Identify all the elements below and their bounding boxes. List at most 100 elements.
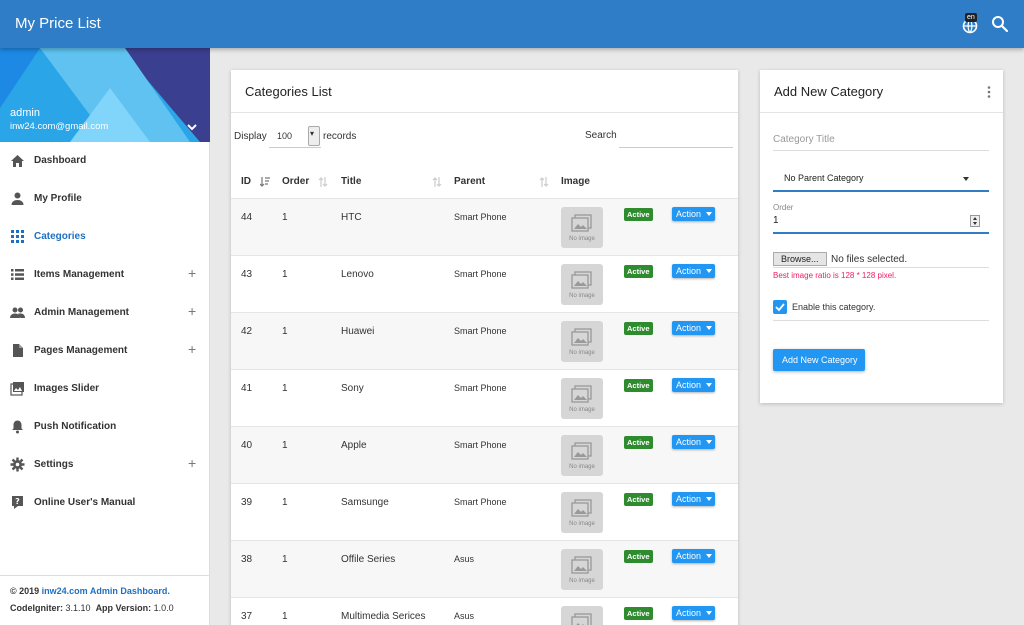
action-dropdown-button[interactable]: Action xyxy=(672,435,715,449)
image-placeholder-icon xyxy=(571,499,592,517)
action-dropdown-button[interactable]: Action xyxy=(672,378,715,392)
records-per-page-value: 100 xyxy=(277,131,293,141)
action-label: Action xyxy=(676,380,702,390)
more-options-icon[interactable] xyxy=(987,85,991,99)
action-dropdown-button[interactable]: Action xyxy=(672,264,715,278)
expand-icon[interactable]: + xyxy=(188,265,197,281)
cell-order: 1 xyxy=(282,326,288,337)
caret-down-icon xyxy=(706,269,712,273)
status-badge: Active xyxy=(624,208,653,221)
app-title: My Price List xyxy=(15,15,101,32)
image-placeholder-icon xyxy=(571,613,592,625)
caret-down-icon xyxy=(706,497,712,501)
home-icon xyxy=(11,155,24,167)
action-label: Action xyxy=(676,494,702,504)
status-badge: Active xyxy=(624,550,653,563)
cell-order: 1 xyxy=(282,269,288,280)
codeigniter-label: CodeIgniter: xyxy=(10,603,63,613)
expand-icon[interactable]: + xyxy=(188,303,197,319)
sidebar-item-images-slider[interactable]: Images Slider xyxy=(0,370,210,408)
column-header-parent[interactable]: Parent xyxy=(454,176,486,187)
search-input[interactable] xyxy=(619,125,733,148)
action-dropdown-button[interactable]: Action xyxy=(672,606,715,620)
card-header: Add New Category xyxy=(760,70,1003,113)
no-image-text: No image xyxy=(569,464,595,470)
action-dropdown-button[interactable]: Action xyxy=(672,207,715,221)
parent-category-value: No Parent Category xyxy=(784,173,864,183)
action-label: Action xyxy=(676,323,702,333)
cell-order: 1 xyxy=(282,440,288,451)
sidebar-item-items-management[interactable]: Items Management + xyxy=(0,256,210,294)
browse-button[interactable]: Browse... xyxy=(773,252,827,266)
no-image-text: No image xyxy=(569,293,595,299)
image-placeholder-icon xyxy=(571,328,592,346)
top-app-bar: My Price List en xyxy=(0,0,1024,48)
image-ratio-hint: Best image ratio is 128 * 128 pixel. xyxy=(773,271,897,280)
sort-icon[interactable] xyxy=(318,176,328,188)
action-dropdown-button[interactable]: Action xyxy=(672,321,715,335)
codeigniter-version: 3.1.10 xyxy=(65,603,91,613)
category-title-placeholder: Category Title xyxy=(773,134,835,145)
image-placeholder-icon xyxy=(571,385,592,403)
cell-id: 41 xyxy=(241,383,253,394)
action-dropdown-button[interactable]: Action xyxy=(672,492,715,506)
help-icon: ? xyxy=(12,496,23,509)
sidebar-item-settings[interactable]: Settings + xyxy=(0,446,210,484)
action-label: Action xyxy=(676,551,702,561)
sidebar-item-my-profile[interactable]: My Profile xyxy=(0,180,210,218)
image-placeholder-icon xyxy=(571,214,592,232)
sidebar-footer: © 2019 inw24.com Admin Dashboard. CodeIg… xyxy=(0,575,210,625)
profile-background-decoration xyxy=(0,48,210,142)
sidebar-item-pages-management[interactable]: Pages Management + xyxy=(0,332,210,370)
table-controls: Display 100 ▾ records Search xyxy=(231,113,738,163)
records-per-page-select[interactable]: 100 ▾ xyxy=(269,125,321,148)
order-value: 1 xyxy=(773,215,779,226)
add-new-category-button[interactable]: Add New Category xyxy=(773,349,865,371)
expand-icon[interactable]: + xyxy=(188,341,197,357)
status-badge: Active xyxy=(624,322,653,335)
cell-order: 1 xyxy=(282,383,288,394)
svg-text:?: ? xyxy=(15,497,20,506)
file-status-text: No files selected. xyxy=(831,254,908,265)
language-switcher[interactable]: en xyxy=(961,13,981,34)
parent-category-select[interactable]: No Parent Category xyxy=(773,166,989,192)
copyright-link[interactable]: inw24.com Admin Dashboard. xyxy=(41,586,170,596)
order-stepper[interactable] xyxy=(970,215,980,227)
table-row: 38 1 Offile Series Asus No image Active … xyxy=(231,540,738,597)
cell-id: 44 xyxy=(241,212,253,223)
card-title: Categories List xyxy=(245,84,332,99)
display-label: Display xyxy=(234,131,267,142)
table-row: 41 1 Sony Smart Phone No image Active Ac… xyxy=(231,369,738,426)
category-title-field[interactable]: Category Title xyxy=(773,130,989,151)
cell-parent: Smart Phone xyxy=(454,440,507,450)
sidebar-item-push-notification[interactable]: Push Notification xyxy=(0,408,210,446)
sidebar-item-label: Online User's Manual xyxy=(34,497,136,508)
column-header-title[interactable]: Title xyxy=(341,176,362,187)
order-field[interactable]: Order 1 xyxy=(773,203,989,234)
expand-icon[interactable]: + xyxy=(188,455,197,471)
action-label: Action xyxy=(676,608,702,618)
action-dropdown-button[interactable]: Action xyxy=(672,549,715,563)
search-icon[interactable] xyxy=(991,15,1009,33)
sidebar-item-admin-management[interactable]: Admin Management + xyxy=(0,294,210,332)
sort-icon[interactable] xyxy=(539,176,549,188)
sidebar-item-dashboard[interactable]: Dashboard xyxy=(0,142,210,180)
column-header-id[interactable]: ID xyxy=(241,176,251,187)
no-image-placeholder: No image xyxy=(561,435,603,476)
cell-parent: Asus xyxy=(454,554,475,564)
no-image-text: No image xyxy=(569,236,595,242)
no-image-text: No image xyxy=(569,407,595,413)
cell-parent: Smart Phone xyxy=(454,212,507,222)
column-header-order[interactable]: Order xyxy=(282,176,310,187)
sort-icon[interactable] xyxy=(432,176,442,188)
cell-title: Multimedia Serices xyxy=(341,611,426,622)
sidebar-item-categories[interactable]: Categories xyxy=(0,218,210,256)
sort-desc-icon[interactable] xyxy=(260,176,270,188)
enable-category-checkbox[interactable] xyxy=(773,300,787,314)
cell-id: 40 xyxy=(241,440,253,451)
sidebar-item-label: Settings xyxy=(34,459,74,470)
profile-header[interactable]: admin inw24.com@gmail.com xyxy=(0,48,210,142)
sidebar-item-users-manual[interactable]: ? Online User's Manual xyxy=(0,484,210,522)
dropdown-button[interactable]: ▾ xyxy=(308,126,320,146)
chevron-down-icon[interactable] xyxy=(186,122,198,132)
